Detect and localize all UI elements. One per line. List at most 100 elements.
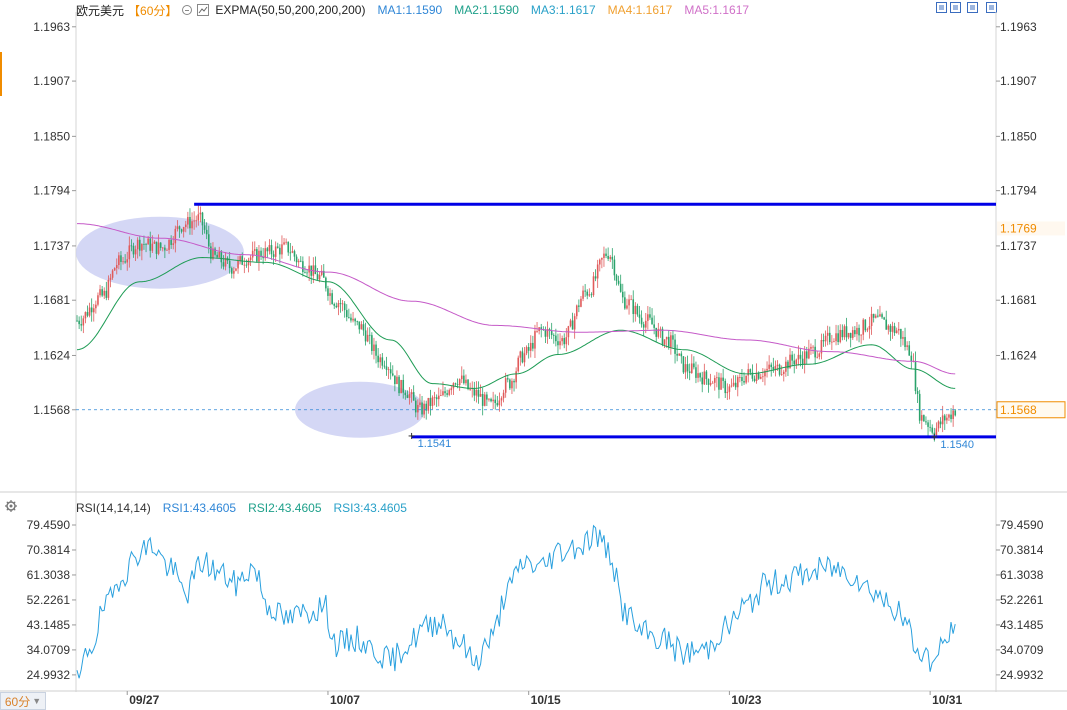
candle-body [791,354,793,361]
candle-body [304,272,306,273]
active-panel-marker [0,52,2,96]
candle-body [442,391,444,396]
candle-body [879,314,881,317]
candle-body [624,297,626,309]
candle-body [164,247,166,251]
zoom-in-icon[interactable] [950,2,961,13]
candle-body [483,394,486,406]
candle-body [195,220,198,222]
candle-body [657,329,660,337]
candle-body [504,378,507,393]
rsi-settings-gear-icon[interactable] [4,499,18,513]
candle-body [776,364,779,366]
period-label[interactable]: 【60分】 [128,3,178,18]
candle-body [588,294,591,296]
time-tick-label: 10/31 [932,693,962,707]
candle-body [734,382,737,388]
candle-body [479,393,482,397]
candle-body [235,268,237,271]
candle-body [647,314,649,321]
candle-body [80,324,83,326]
candle-body [889,325,892,332]
candle-body [684,364,687,373]
candle-body [862,319,865,335]
candle-body [939,421,942,425]
candle-body [521,351,524,363]
ma1-value: MA1:1.1590 [377,3,443,17]
candle-body [118,255,120,266]
candle-body [649,314,651,318]
candle-body [661,328,664,345]
candle-body [536,331,538,332]
candle-body [843,326,846,338]
indicator-toggle[interactable] [181,4,193,16]
candle-body [565,337,568,345]
candle-body [688,371,691,373]
candle-body [743,380,745,383]
indicator-settings-icon[interactable] [197,4,210,16]
candle-body [563,338,566,345]
candle-body [423,403,425,415]
candle-body [168,239,170,250]
candle-body [858,327,860,336]
candle-body [293,251,296,257]
candle-body [534,331,536,349]
rsi3-value: RSI3:43.4605 [333,501,407,515]
candle-body [450,388,453,391]
candle-body [176,226,179,229]
candle-body [540,327,543,330]
rsi-tick-label-right: 34.0709 [1000,643,1044,657]
candle-body [872,313,875,318]
candle-body [132,245,135,255]
candle-body [709,382,712,385]
candle-body [741,377,743,381]
candle-body [268,245,271,252]
expand-icon[interactable] [936,2,947,13]
time-tick-label: 10/15 [531,693,561,707]
candle-body [937,421,940,429]
candle-body [749,369,752,373]
candle-body [366,334,369,342]
candle-body [695,367,697,378]
candle-body [916,391,919,394]
candle-body [431,397,434,406]
rsi-tick-label-left: 61.3038 [27,568,71,582]
symbol-label: 欧元美元 [76,3,125,18]
candle-body [446,393,448,395]
candle-body [214,248,216,255]
candle-body [103,290,106,296]
candle-body [582,290,584,299]
candle-body [429,397,432,406]
candle-body [172,243,175,245]
candle-body [569,320,572,327]
candle-body [929,426,931,428]
candle-body [782,371,785,374]
candle-body [337,303,340,308]
candle-body [316,274,319,280]
candle-body [463,375,465,384]
candle-body [120,255,122,262]
candle-body [113,268,116,271]
layout-icon[interactable] [967,2,978,13]
candle-body [151,243,154,251]
candle-body [851,330,854,338]
candle-body [490,398,492,402]
close-panel-icon[interactable] [986,2,997,13]
candle-body [826,332,829,336]
candle-body [820,339,823,354]
candle-body [99,289,101,296]
candle-body [918,393,921,421]
candle-body [755,372,758,382]
candle-body [726,391,729,394]
candle-body [341,303,344,305]
candle-body [573,316,576,330]
candle-body [511,380,513,389]
price-tick-label-left: 1.1681 [33,293,70,307]
period-selector-button[interactable]: 60分 ▼ [0,692,46,710]
candle-body [680,353,683,357]
candle-body [925,421,927,423]
candle-body [297,260,300,263]
candle-body [90,307,93,313]
price-tick-label-left: 1.1624 [33,348,70,362]
